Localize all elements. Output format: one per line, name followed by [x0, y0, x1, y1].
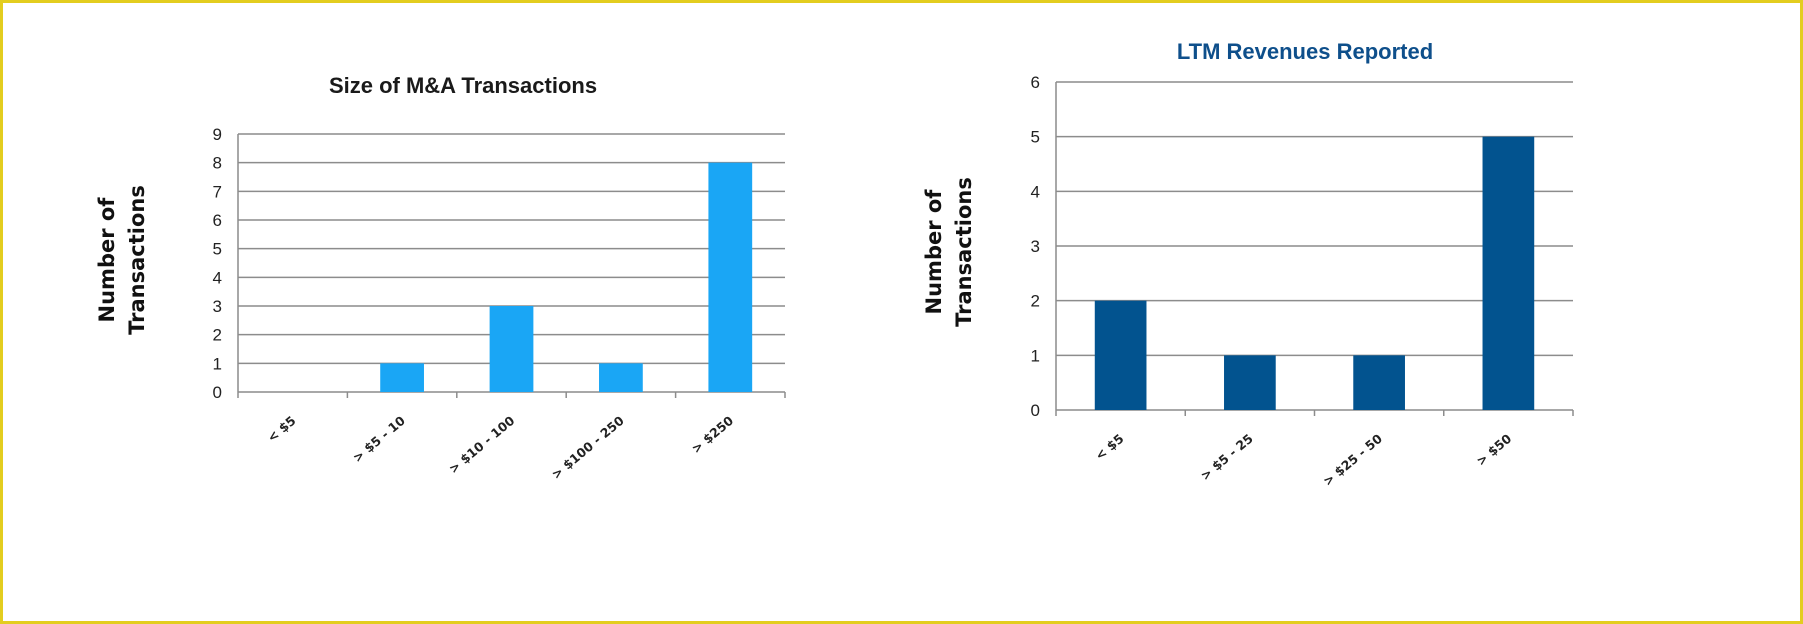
y-tick-label: 5 [1031, 128, 1040, 147]
chart-ltm-revenues-reported: LTM Revenues Reported Number of Transact… [922, 39, 1574, 489]
y-tick-label: 0 [1031, 401, 1040, 420]
x-tick-label: > $100 - 250 [549, 413, 628, 482]
y-axis-label-line-1: Number of [922, 189, 946, 315]
bar [1094, 300, 1147, 410]
y-tick-label: 2 [213, 326, 222, 345]
chart-title: Size of M&A Transactions [329, 73, 597, 98]
x-tick-label: > $5 - 10 [350, 413, 409, 466]
y-tick-label: 7 [213, 182, 222, 201]
y-tick-label: 6 [213, 211, 222, 230]
bar [1353, 355, 1405, 410]
bar [1482, 136, 1535, 410]
chart-title: LTM Revenues Reported [1177, 39, 1433, 64]
y-tick-label: 4 [1031, 182, 1040, 201]
y-axis-label-line-1: Number of [95, 197, 119, 323]
y-tick-label: 2 [1031, 292, 1040, 311]
y-tick-label: 6 [1031, 73, 1040, 92]
x-tick-label: > $5 - 25 [1198, 431, 1256, 483]
y-axis-label-line-2: Transactions [125, 185, 149, 335]
x-tick-label: < $5 [264, 413, 298, 445]
y-tick-label: 0 [213, 383, 222, 402]
bar [380, 363, 424, 392]
y-tick-label: 3 [213, 297, 222, 316]
bar [1224, 355, 1276, 410]
y-tick-label: 4 [213, 268, 222, 287]
bar [489, 306, 534, 392]
x-tick-label: < $5 [1092, 431, 1126, 463]
y-tick-label: 3 [1031, 237, 1040, 256]
y-tick-label: 9 [213, 125, 222, 144]
y-tick-label: 1 [213, 354, 222, 373]
y-axis-label-line-2: Transactions [952, 177, 976, 327]
x-tick-label: > $250 [689, 413, 737, 457]
y-tick-label: 8 [213, 154, 222, 173]
bar [599, 363, 643, 392]
x-tick-label: > $25 - 50 [1320, 431, 1385, 489]
x-tick-label: > $50 [1473, 431, 1514, 469]
y-tick-label: 1 [1031, 346, 1040, 365]
x-tick-label: > $10 - 100 [446, 413, 518, 477]
chart-size-of-ma-transactions: Size of M&A Transactions Number of Trans… [95, 73, 786, 482]
bar [708, 162, 753, 392]
y-tick-label: 5 [213, 240, 222, 259]
